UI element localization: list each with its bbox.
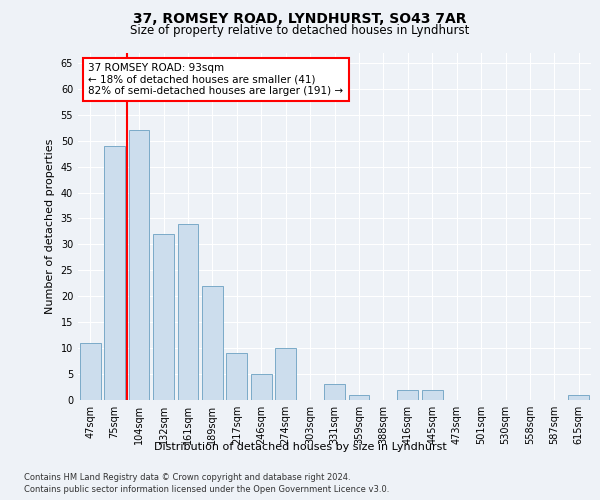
Text: 37 ROMSEY ROAD: 93sqm
← 18% of detached houses are smaller (41)
82% of semi-deta: 37 ROMSEY ROAD: 93sqm ← 18% of detached … xyxy=(88,63,343,96)
Bar xyxy=(251,374,272,400)
Bar xyxy=(128,130,149,400)
Bar xyxy=(397,390,418,400)
Bar xyxy=(104,146,125,400)
Bar xyxy=(349,395,370,400)
Bar xyxy=(275,348,296,400)
Bar xyxy=(153,234,174,400)
Bar xyxy=(202,286,223,400)
Text: Distribution of detached houses by size in Lyndhurst: Distribution of detached houses by size … xyxy=(154,442,446,452)
Bar xyxy=(324,384,345,400)
Text: Contains HM Land Registry data © Crown copyright and database right 2024.: Contains HM Land Registry data © Crown c… xyxy=(24,472,350,482)
Bar xyxy=(178,224,199,400)
Bar xyxy=(226,354,247,400)
Bar xyxy=(568,395,589,400)
Text: 37, ROMSEY ROAD, LYNDHURST, SO43 7AR: 37, ROMSEY ROAD, LYNDHURST, SO43 7AR xyxy=(133,12,467,26)
Bar xyxy=(422,390,443,400)
Y-axis label: Number of detached properties: Number of detached properties xyxy=(45,138,55,314)
Bar xyxy=(80,343,101,400)
Text: Size of property relative to detached houses in Lyndhurst: Size of property relative to detached ho… xyxy=(130,24,470,37)
Text: Contains public sector information licensed under the Open Government Licence v3: Contains public sector information licen… xyxy=(24,485,389,494)
